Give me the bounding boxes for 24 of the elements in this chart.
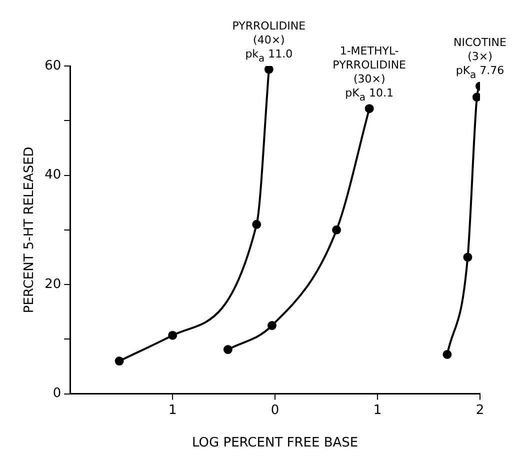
x-tick-label: 1 bbox=[168, 402, 177, 418]
x-tick-label: 1 bbox=[373, 402, 382, 418]
x-tick-label: 2 bbox=[476, 402, 484, 418]
y-tick-label: 20 bbox=[44, 276, 62, 292]
point bbox=[364, 104, 374, 114]
point bbox=[472, 92, 480, 102]
y-tick-label: 60 bbox=[44, 58, 62, 74]
y-tick-label: 0 bbox=[52, 386, 62, 402]
point bbox=[267, 321, 276, 330]
point bbox=[168, 330, 178, 340]
point bbox=[252, 220, 262, 229]
point bbox=[264, 66, 274, 74]
text: 1-METHYL- PYRROLIDINE (30×) pKa 10.1 bbox=[332, 44, 406, 104]
text: NICOTINE (3×) pKa 7.76 bbox=[454, 36, 507, 82]
point bbox=[223, 345, 232, 354]
text: PYRROLIDINE (40×) pka 11.0 bbox=[232, 19, 306, 64]
x-tick-label: 0 bbox=[270, 402, 280, 418]
point bbox=[114, 356, 124, 366]
y-tick-label: 40 bbox=[44, 168, 62, 183]
point bbox=[332, 225, 342, 234]
point bbox=[463, 252, 472, 262]
point bbox=[442, 350, 452, 359]
x-axis-title: LOG PERCENT FREE BASE bbox=[192, 436, 358, 451]
y-axis-title: PERCENT 5-HT RELEASED bbox=[22, 146, 38, 314]
